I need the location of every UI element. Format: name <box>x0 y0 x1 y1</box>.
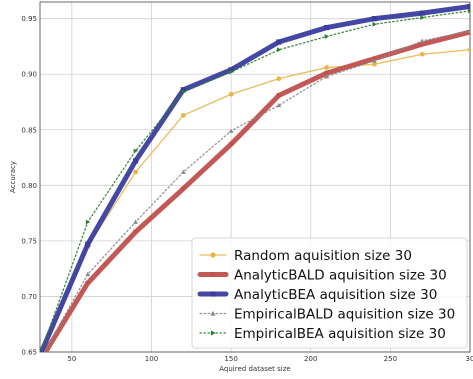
series-4 <box>43 28 470 352</box>
series-line <box>40 3 470 352</box>
data-point-marker <box>180 169 186 174</box>
x-tick-label: 100 <box>145 355 158 363</box>
y-axis-ticks: 0.65 0.70 0.75 0.80 0.85 0.90 0.95 <box>21 15 37 356</box>
data-point-marker <box>372 61 377 67</box>
data-point-marker <box>419 42 425 47</box>
data-point-marker <box>85 219 91 225</box>
data-point-marker <box>276 76 282 82</box>
data-point-marker <box>467 47 470 53</box>
data-point-marker <box>210 272 216 278</box>
data-point-marker <box>228 128 234 133</box>
data-point-marker <box>133 148 138 154</box>
plot-frame <box>39 1 471 353</box>
y-tick-label: 0.85 <box>21 126 37 134</box>
x-tick-label: 150 <box>224 355 237 363</box>
series-line <box>42 29 470 352</box>
y-tick-label: 0.90 <box>21 71 37 79</box>
data-point-marker <box>276 39 282 45</box>
data-point-marker <box>180 112 186 118</box>
legend-label: Random aquisition size 30 <box>234 248 412 264</box>
data-point-marker <box>133 219 138 224</box>
data-point-marker <box>468 8 470 14</box>
data-point-marker <box>420 15 425 20</box>
data-point-marker <box>210 310 216 316</box>
y-tick-label: 0.70 <box>21 293 37 301</box>
data-point-marker <box>85 281 91 286</box>
data-point-marker <box>324 65 330 70</box>
x-axis-title: Aquired dataset size <box>219 365 290 373</box>
series-line <box>43 30 470 352</box>
data-point-marker <box>85 271 91 277</box>
legend-label: EmpiricalBALD aquisition size 30 <box>234 307 455 323</box>
grid <box>40 2 471 353</box>
series-line <box>40 10 470 352</box>
data-point-marker <box>180 87 186 93</box>
data-point-marker <box>132 229 139 235</box>
legend-box <box>191 237 468 349</box>
data-point-marker <box>180 186 186 192</box>
y-tick-label: 0.95 <box>21 15 37 23</box>
data-point-marker <box>210 330 216 336</box>
legend-label: AnalyticBEA aquisition size 30 <box>234 287 437 303</box>
legend-item: AnalyticBALD aquisition size 30 <box>197 268 447 284</box>
series-line <box>41 49 470 352</box>
data-point-marker <box>324 71 330 76</box>
x-tick-label: 200 <box>304 355 317 363</box>
legend: Random aquisition size 30 AnalyticBALD aq… <box>191 237 468 349</box>
x-tick-label: 250 <box>384 355 397 363</box>
x-axis-ticks: 50 100 150 200 250 30 <box>67 355 473 363</box>
data-point-marker <box>419 10 425 16</box>
y-tick-label: 0.80 <box>21 182 37 190</box>
legend-item: EmpiricalBEA aquisition size 30 <box>199 326 446 342</box>
data-point-marker <box>228 142 234 147</box>
legend-item: EmpiricalBALD aquisition size 30 <box>199 307 455 323</box>
data-point-marker <box>133 169 138 175</box>
data-point-marker <box>419 51 425 57</box>
x-tick-label: 50 <box>67 355 76 363</box>
data-point-marker <box>132 158 139 164</box>
series-5 <box>40 8 470 352</box>
data-point-marker <box>228 91 234 97</box>
series-3 <box>40 3 470 352</box>
data-point-marker <box>181 89 186 95</box>
data-point-marker <box>324 74 330 79</box>
legend-item: AnalyticBEA aquisition size 30 <box>197 287 437 303</box>
data-point-marker <box>467 3 470 10</box>
data-point-marker <box>324 34 330 39</box>
data-point-marker <box>210 291 216 297</box>
y-tick-label: 0.75 <box>21 237 37 245</box>
data-point-marker <box>276 102 282 108</box>
series <box>40 3 470 352</box>
legend-item: Random aquisition size 30 <box>199 248 412 264</box>
y-axis-title: Accuracy <box>9 161 17 193</box>
data-point-marker <box>276 93 282 98</box>
legend-label: EmpiricalBEA aquisition size 30 <box>234 326 446 342</box>
legend-label: AnalyticBALD aquisition size 30 <box>234 268 447 284</box>
x-tick-label: 30 <box>466 355 473 363</box>
data-point-marker <box>210 252 216 258</box>
y-tick-label: 0.65 <box>21 349 37 357</box>
data-point-marker <box>467 28 470 33</box>
data-point-marker <box>276 47 282 53</box>
data-point-marker <box>85 241 91 247</box>
data-point-marker <box>372 58 377 63</box>
data-point-marker <box>228 67 234 73</box>
data-point-marker <box>229 69 234 75</box>
data-point-marker <box>419 38 425 43</box>
data-point-marker <box>324 24 330 31</box>
data-point-marker <box>371 16 378 22</box>
data-point-marker <box>372 21 377 27</box>
